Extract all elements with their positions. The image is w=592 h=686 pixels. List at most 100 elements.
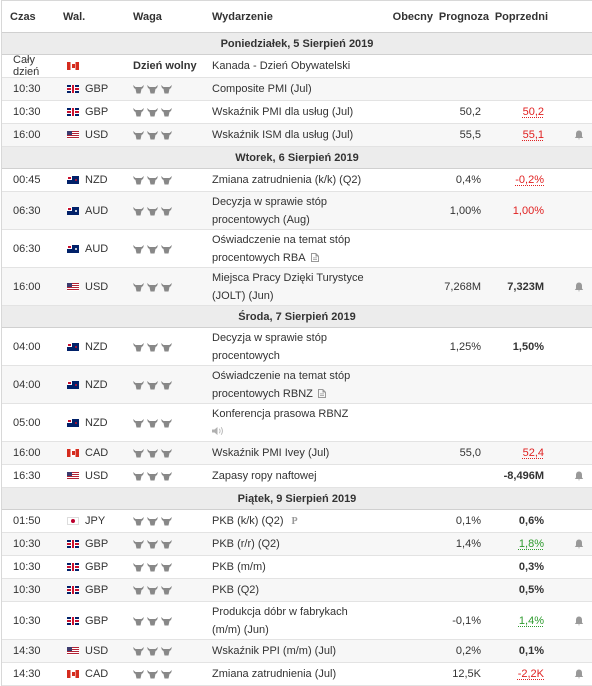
currency-code: CAD	[85, 668, 109, 680]
bull-importance-icon	[133, 670, 144, 679]
event-title[interactable]: Produkcja dóbr w fabrykach (m/m) (Jun)	[212, 605, 348, 636]
col-previous-header[interactable]: Poprzedni	[494, 10, 548, 23]
flag-gbp-icon	[67, 85, 79, 93]
event-previous: -8,496M	[489, 470, 565, 482]
event-title[interactable]: Wskaźnik PMI Ivey (Jul)	[212, 447, 330, 459]
event-name[interactable]: PKB (m/m)	[202, 558, 372, 576]
event-row[interactable]: 10:30 GBP Produkcja dóbr w fabrykach (m/m)…	[2, 602, 592, 640]
event-name[interactable]: Kanada - Dzień Obywatelski	[202, 57, 572, 75]
event-alert[interactable]	[565, 282, 592, 292]
event-importance	[121, 562, 202, 572]
event-title[interactable]: PKB (r/r) (Q2)	[212, 538, 280, 550]
event-row[interactable]: 16:00 USD Wskaźnik ISM dla usług (Jul) 55,5…	[2, 124, 592, 147]
holiday-row[interactable]: Cały dzień Dzień wolny Kanada - Dzień Obyw…	[2, 54, 592, 78]
event-row[interactable]: 04:00 NZD Oświadczenie na temat stóp proce…	[2, 366, 592, 404]
flag-gbp-icon	[67, 616, 79, 625]
event-title[interactable]: PKB (m/m)	[212, 561, 266, 573]
event-row[interactable]: 16:00 CAD Wskaźnik PMI Ivey (Jul) 55,0 52,4	[2, 442, 592, 465]
event-title[interactable]: Decyzja w sprawie stóp procentowych (Aug…	[212, 195, 327, 226]
event-name[interactable]: Zmiana zatrudnienia (Jul)	[202, 665, 372, 683]
event-title[interactable]: PKB (Q2)	[212, 584, 260, 596]
event-name[interactable]: Zapasy ropy naftowej	[202, 467, 372, 485]
event-row[interactable]: 06:30 AUD Decyzja w sprawie stóp procentow…	[2, 192, 592, 230]
event-currency: GBP	[59, 561, 121, 573]
event-row[interactable]: 14:30 CAD Zmiana zatrudnienia (Jul) 12,5K -2…	[2, 663, 592, 686]
bull-importance-icon	[161, 131, 172, 140]
event-title[interactable]: Wskaźnik PPI (m/m) (Jul)	[212, 645, 337, 657]
event-title[interactable]: Kanada - Dzień Obywatelski	[212, 60, 351, 72]
bull-importance-icon	[147, 176, 158, 185]
event-title[interactable]: Oświadczenie na temat stóp procentowych …	[212, 369, 351, 400]
event-row[interactable]: 10:30 GBP PKB (r/r) (Q2) 1,4% 1,8%	[2, 533, 592, 556]
event-title[interactable]: Wskaźnik ISM dla usług (Jul)	[212, 129, 354, 141]
event-title[interactable]: Konferencja prasowa RBNZ	[212, 407, 349, 420]
bell-alert-icon[interactable]	[574, 471, 584, 481]
event-title[interactable]: Wskaźnik PMI dla usług (Jul)	[212, 106, 354, 118]
event-importance	[121, 539, 202, 549]
event-title[interactable]: Zapasy ropy naftowej	[212, 470, 317, 482]
event-alert[interactable]	[565, 471, 592, 481]
event-name[interactable]: Miejsca Pracy Dzięki Turystyce (JOLT) (J…	[202, 269, 372, 305]
event-row[interactable]: 00:45 NZD Zmiana zatrudnienia (k/k) (Q2) 0,…	[2, 169, 592, 192]
event-title[interactable]: Oświadczenie na temat stóp procentowych …	[212, 233, 351, 264]
bell-alert-icon[interactable]	[574, 669, 584, 679]
currency-code: USD	[85, 470, 109, 482]
event-title[interactable]: PKB (k/k) (Q2)	[212, 514, 284, 527]
document-icon[interactable]	[317, 388, 326, 398]
col-importance-header[interactable]: Waga	[133, 10, 162, 23]
event-title[interactable]: Miejsca Pracy Dzięki Turystyce (JOLT) (J…	[212, 271, 364, 302]
bull-importance-icon	[147, 244, 158, 253]
event-name[interactable]: Produkcja dóbr w fabrykach (m/m) (Jun)	[202, 603, 372, 639]
event-name[interactable]: Decyzja w sprawie stóp procentowych (Aug…	[202, 193, 372, 229]
event-name[interactable]: Wskaźnik ISM dla usług (Jul)	[202, 126, 372, 144]
event-name[interactable]: Wskaźnik PMI Ivey (Jul)	[202, 444, 372, 462]
event-row[interactable]: 04:00 NZD Decyzja w sprawie stóp procentow…	[2, 328, 592, 366]
event-title[interactable]: Composite PMI (Jul)	[212, 83, 312, 95]
event-name[interactable]: Oświadczenie na temat stóp procentowych …	[202, 231, 372, 267]
document-icon[interactable]	[310, 252, 319, 262]
event-name[interactable]: PKB (r/r) (Q2)	[202, 535, 372, 553]
event-title[interactable]: Zmiana zatrudnienia (k/k) (Q2)	[212, 174, 362, 186]
event-name[interactable]: PKB (k/k) (Q2) P	[202, 512, 372, 531]
event-title[interactable]: Zmiana zatrudnienia (Jul)	[212, 668, 337, 680]
event-alert[interactable]	[565, 539, 592, 549]
event-row[interactable]: 06:30 AUD Oświadczenie na temat stóp proce…	[2, 230, 592, 268]
bell-alert-icon[interactable]	[574, 130, 584, 140]
col-forecast-header[interactable]: Prognoza	[438, 10, 489, 23]
event-row[interactable]: 10:30 GBP Composite PMI (Jul)	[2, 78, 592, 101]
col-currency-header[interactable]: Wal.	[63, 10, 86, 23]
col-time-header[interactable]: Czas	[10, 10, 36, 23]
event-name[interactable]: Oświadczenie na temat stóp procentowych …	[202, 367, 372, 403]
speaker-icon[interactable]	[212, 426, 224, 435]
event-name[interactable]: Zmiana zatrudnienia (k/k) (Q2)	[202, 171, 372, 189]
bull-importance-icon	[133, 342, 144, 351]
event-row[interactable]: 16:00 USD Miejsca Pracy Dzięki Turystyce (…	[2, 268, 592, 306]
event-row[interactable]: 10:30 GBP PKB (Q2) 0,5%	[2, 579, 592, 602]
event-row[interactable]: 10:30 GBP PKB (m/m) 0,3%	[2, 556, 592, 579]
flag-aud-icon	[67, 244, 79, 253]
event-row[interactable]: 14:30 USD Wskaźnik PPI (m/m) (Jul) 0,2% 0,1%	[2, 640, 592, 663]
event-name[interactable]: Konferencja prasowa RBNZ	[202, 405, 372, 441]
bell-alert-icon[interactable]	[574, 539, 584, 549]
bell-alert-icon[interactable]	[574, 282, 584, 292]
event-alert[interactable]	[565, 669, 592, 679]
col-actual-header[interactable]: Obecny	[392, 10, 433, 23]
event-row[interactable]: 05:00 NZD Konferencja prasowa RBNZ	[2, 404, 592, 442]
bell-alert-icon[interactable]	[574, 616, 584, 626]
event-row[interactable]: 16:30 USD Zapasy ropy naftowej -8,496M	[2, 465, 592, 488]
event-name[interactable]: Wskaźnik PPI (m/m) (Jul)	[202, 642, 372, 660]
day-label: Wtorek, 6 Sierpień 2019	[235, 151, 359, 164]
event-row[interactable]: 01:50 JPY PKB (k/k) (Q2) P 0,1% 0,6%	[2, 510, 592, 533]
event-name[interactable]: Composite PMI (Jul)	[202, 80, 372, 98]
event-row[interactable]: 10:30 GBP Wskaźnik PMI dla usług (Jul) 50,2…	[2, 101, 592, 124]
event-name[interactable]: Wskaźnik PMI dla usług (Jul)	[202, 103, 372, 121]
bull-importance-icon	[161, 85, 172, 94]
flag-cad-icon	[67, 62, 79, 70]
calendar-header: Czas Wal. Waga Wydarzenie Obecny Prognoz…	[2, 1, 592, 33]
event-alert[interactable]	[565, 130, 592, 140]
event-name[interactable]: Decyzja w sprawie stóp procentowych	[202, 329, 372, 365]
event-alert[interactable]	[565, 616, 592, 626]
event-title[interactable]: Decyzja w sprawie stóp procentowych	[212, 331, 327, 362]
event-name[interactable]: PKB (Q2)	[202, 581, 372, 599]
col-event-header[interactable]: Wydarzenie	[212, 10, 273, 23]
